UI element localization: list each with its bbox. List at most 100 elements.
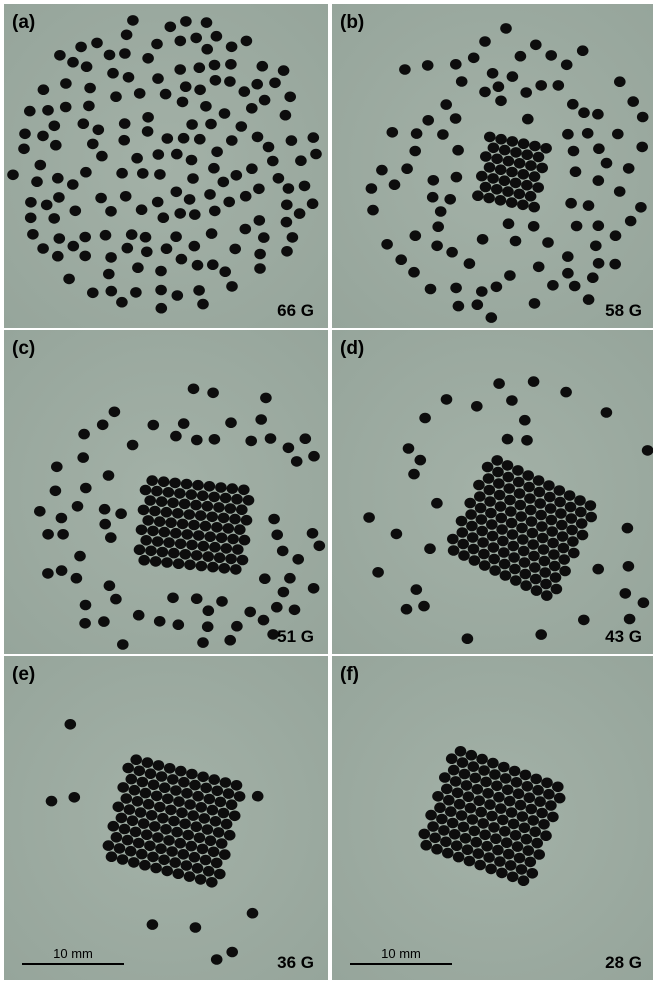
particle (124, 845, 137, 857)
particle (501, 433, 514, 445)
particle (637, 597, 650, 608)
particle (246, 163, 258, 174)
particle (79, 599, 92, 611)
particle (204, 189, 216, 200)
particle (176, 96, 189, 108)
particle (534, 498, 546, 509)
particle (490, 833, 502, 844)
particle (197, 771, 209, 783)
panel-background (4, 4, 328, 328)
particle (84, 82, 96, 94)
particle (544, 491, 556, 503)
particle (489, 769, 501, 780)
particle (71, 501, 84, 512)
particle (600, 157, 613, 169)
particle (519, 568, 532, 580)
particle (510, 575, 522, 586)
particle (445, 753, 458, 764)
particle (231, 493, 243, 505)
particle (228, 810, 241, 822)
particle (399, 64, 411, 75)
particle (557, 542, 570, 554)
particle (520, 580, 532, 591)
particle (429, 832, 441, 844)
particle (530, 773, 542, 785)
particle (204, 531, 216, 542)
particle (308, 450, 320, 462)
particle (482, 788, 494, 799)
particle (448, 829, 461, 840)
particle (210, 857, 223, 869)
panel-label: (c) (12, 338, 35, 359)
particle (137, 168, 149, 179)
particle (438, 825, 450, 836)
particle (135, 524, 148, 536)
particle (55, 565, 68, 576)
particle (485, 312, 498, 323)
particle (233, 791, 246, 802)
particle (497, 535, 509, 547)
particle (469, 772, 482, 784)
particle (485, 863, 497, 875)
particle (612, 128, 624, 140)
particle (142, 798, 155, 810)
particle (200, 101, 212, 112)
particle (218, 108, 231, 119)
particle (161, 865, 173, 877)
particle (509, 177, 522, 189)
particle (192, 479, 204, 491)
particle (504, 270, 516, 281)
particle (188, 851, 201, 863)
particle (434, 802, 446, 813)
particle (505, 506, 517, 517)
particle (524, 856, 537, 868)
particle (481, 840, 493, 852)
particle (424, 283, 437, 295)
particle (121, 834, 134, 846)
particle (498, 558, 511, 570)
particle (547, 811, 559, 823)
particle (499, 570, 512, 581)
particle (145, 545, 157, 557)
particle (107, 820, 120, 832)
particle (137, 504, 150, 516)
particle (150, 790, 163, 802)
particle (246, 103, 258, 114)
particle (462, 791, 475, 802)
particle (251, 131, 264, 143)
particle (120, 793, 133, 804)
particle (87, 287, 99, 299)
particle (140, 535, 152, 546)
particle (520, 833, 533, 845)
particle (441, 783, 453, 795)
particle (98, 503, 111, 515)
particle (251, 78, 263, 90)
particle (195, 560, 208, 572)
particle (609, 258, 621, 270)
particle (122, 762, 134, 774)
particle (112, 801, 125, 813)
particle (151, 536, 164, 547)
particle (190, 821, 203, 832)
particle (443, 794, 455, 806)
particle (132, 262, 144, 274)
particle (542, 237, 554, 248)
particle (418, 600, 430, 612)
particle (180, 478, 193, 490)
particle (475, 806, 487, 818)
particle (495, 512, 508, 524)
particle (209, 205, 221, 217)
particle (510, 147, 522, 158)
particle (466, 814, 479, 825)
particle (636, 111, 649, 123)
particle (576, 45, 589, 56)
particle (186, 768, 198, 780)
particle (513, 852, 526, 864)
particle (189, 209, 201, 220)
particle (142, 515, 154, 526)
particle (199, 854, 212, 866)
particle (284, 572, 296, 584)
particle (155, 771, 168, 782)
panel: (f) 28 G 10 mm (332, 656, 653, 980)
particle (258, 94, 271, 106)
